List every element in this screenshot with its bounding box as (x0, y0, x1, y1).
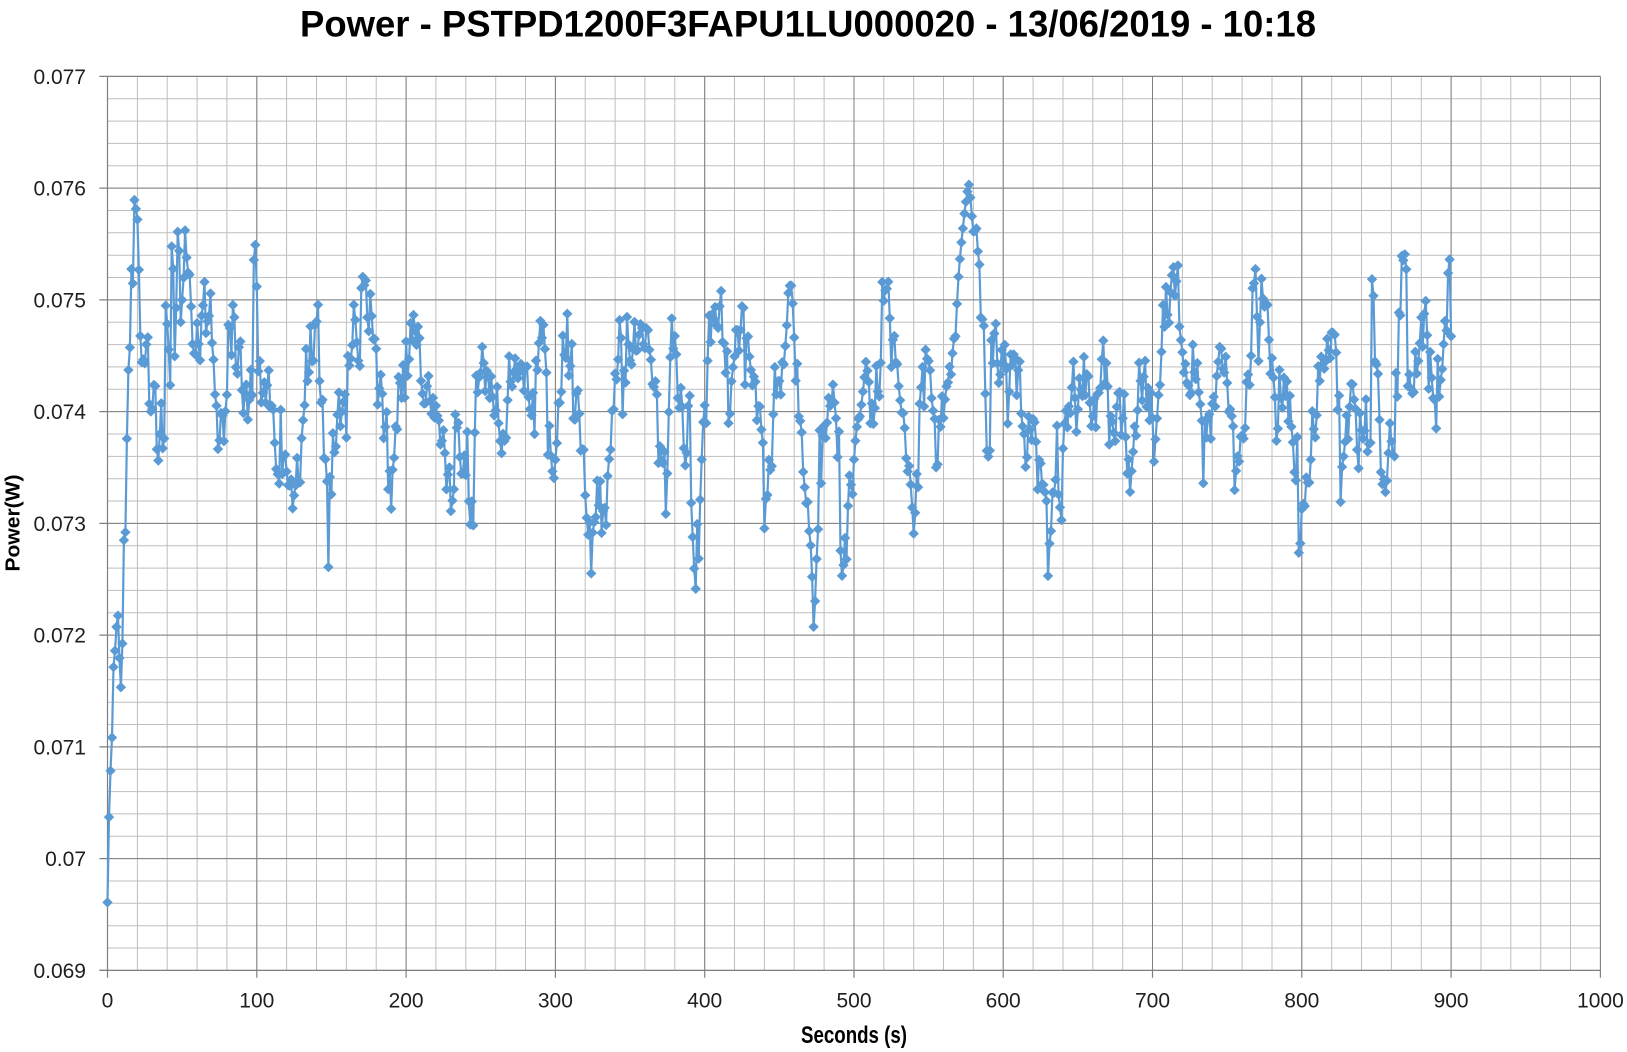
svg-text:800: 800 (1284, 990, 1319, 1013)
svg-text:600: 600 (986, 990, 1021, 1013)
svg-text:0.073: 0.073 (33, 513, 86, 536)
svg-text:0.071: 0.071 (33, 736, 86, 759)
svg-text:0.077: 0.077 (33, 66, 86, 89)
svg-text:500: 500 (836, 990, 871, 1013)
svg-text:100: 100 (239, 990, 274, 1013)
svg-text:0.072: 0.072 (33, 625, 86, 648)
svg-text:0.069: 0.069 (33, 960, 86, 983)
svg-text:1000: 1000 (1577, 990, 1624, 1013)
svg-text:0: 0 (102, 990, 114, 1013)
svg-text:Seconds (s): Seconds (s) (801, 1022, 907, 1049)
svg-text:0.074: 0.074 (33, 401, 86, 424)
svg-text:Power(W): Power(W) (3, 475, 25, 572)
svg-text:900: 900 (1434, 990, 1469, 1013)
svg-text:700: 700 (1135, 990, 1170, 1013)
svg-text:0.07: 0.07 (45, 848, 86, 871)
svg-text:400: 400 (687, 990, 722, 1013)
svg-text:Power - PSTPD1200F3FAPU1LU0000: Power - PSTPD1200F3FAPU1LU000020 - 13/06… (300, 4, 1316, 45)
svg-text:200: 200 (389, 990, 424, 1013)
svg-text:300: 300 (538, 990, 573, 1013)
svg-text:0.076: 0.076 (33, 178, 86, 201)
svg-text:0.075: 0.075 (33, 289, 86, 312)
